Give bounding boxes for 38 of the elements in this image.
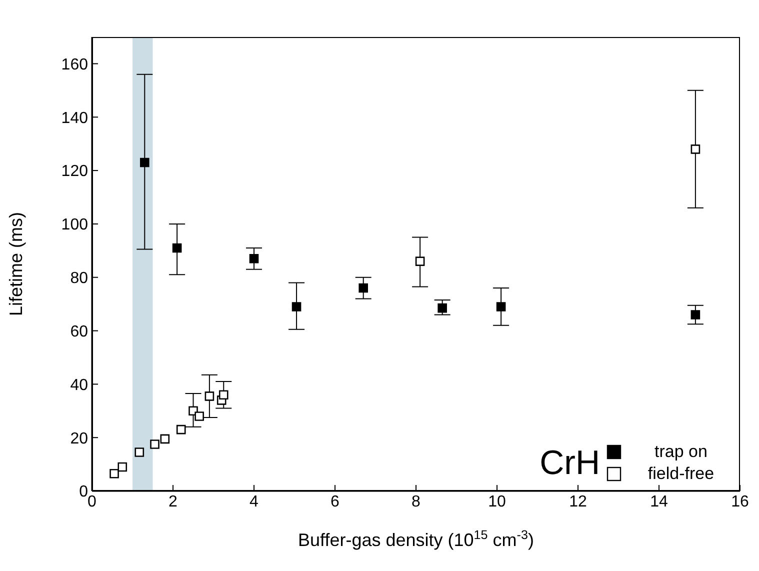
- x-tick-label: 10: [488, 493, 506, 510]
- legend-label: trap on: [654, 441, 708, 463]
- x-tick-label: 16: [731, 493, 749, 510]
- point: [172, 243, 182, 253]
- point: [249, 254, 259, 264]
- legend-label: field-free: [646, 463, 716, 485]
- y-tick-label: 160: [61, 56, 88, 74]
- point: [438, 303, 447, 313]
- point: [140, 158, 150, 168]
- x-tick-label: 6: [330, 493, 340, 510]
- point: [415, 256, 425, 266]
- point: [176, 424, 186, 434]
- point: [134, 448, 144, 457]
- y-tick-label: 140: [61, 110, 88, 127]
- y-axis-title: Lifetime (ms): [6, 212, 26, 316]
- x-tick-label: 2: [168, 493, 178, 510]
- point: [690, 144, 700, 154]
- y-tick-label: 40: [70, 376, 88, 394]
- y-tick-label: 20: [70, 430, 88, 448]
- point: [218, 390, 228, 400]
- point: [690, 310, 700, 320]
- point: [496, 302, 506, 312]
- y-tick-label: 60: [70, 323, 88, 340]
- x-tick-label: 12: [569, 493, 587, 510]
- point: [160, 434, 170, 444]
- x-tick-label: 8: [412, 493, 421, 510]
- point: [358, 283, 368, 293]
- point: [118, 462, 128, 472]
- point: [204, 392, 214, 401]
- legend-title: CrH: [540, 444, 600, 482]
- y-tick-label: 80: [70, 270, 88, 288]
- x-axis-title: Buffer-gas density (10$^{15}$ cm$^{-3}$): [298, 528, 534, 550]
- point: [150, 440, 160, 449]
- y-tick-label: 100: [61, 216, 88, 234]
- point: [292, 302, 302, 312]
- x-tick-label: 4: [250, 493, 259, 510]
- x-tick-label: 14: [650, 493, 668, 510]
- y-tick-label: 120: [61, 163, 88, 180]
